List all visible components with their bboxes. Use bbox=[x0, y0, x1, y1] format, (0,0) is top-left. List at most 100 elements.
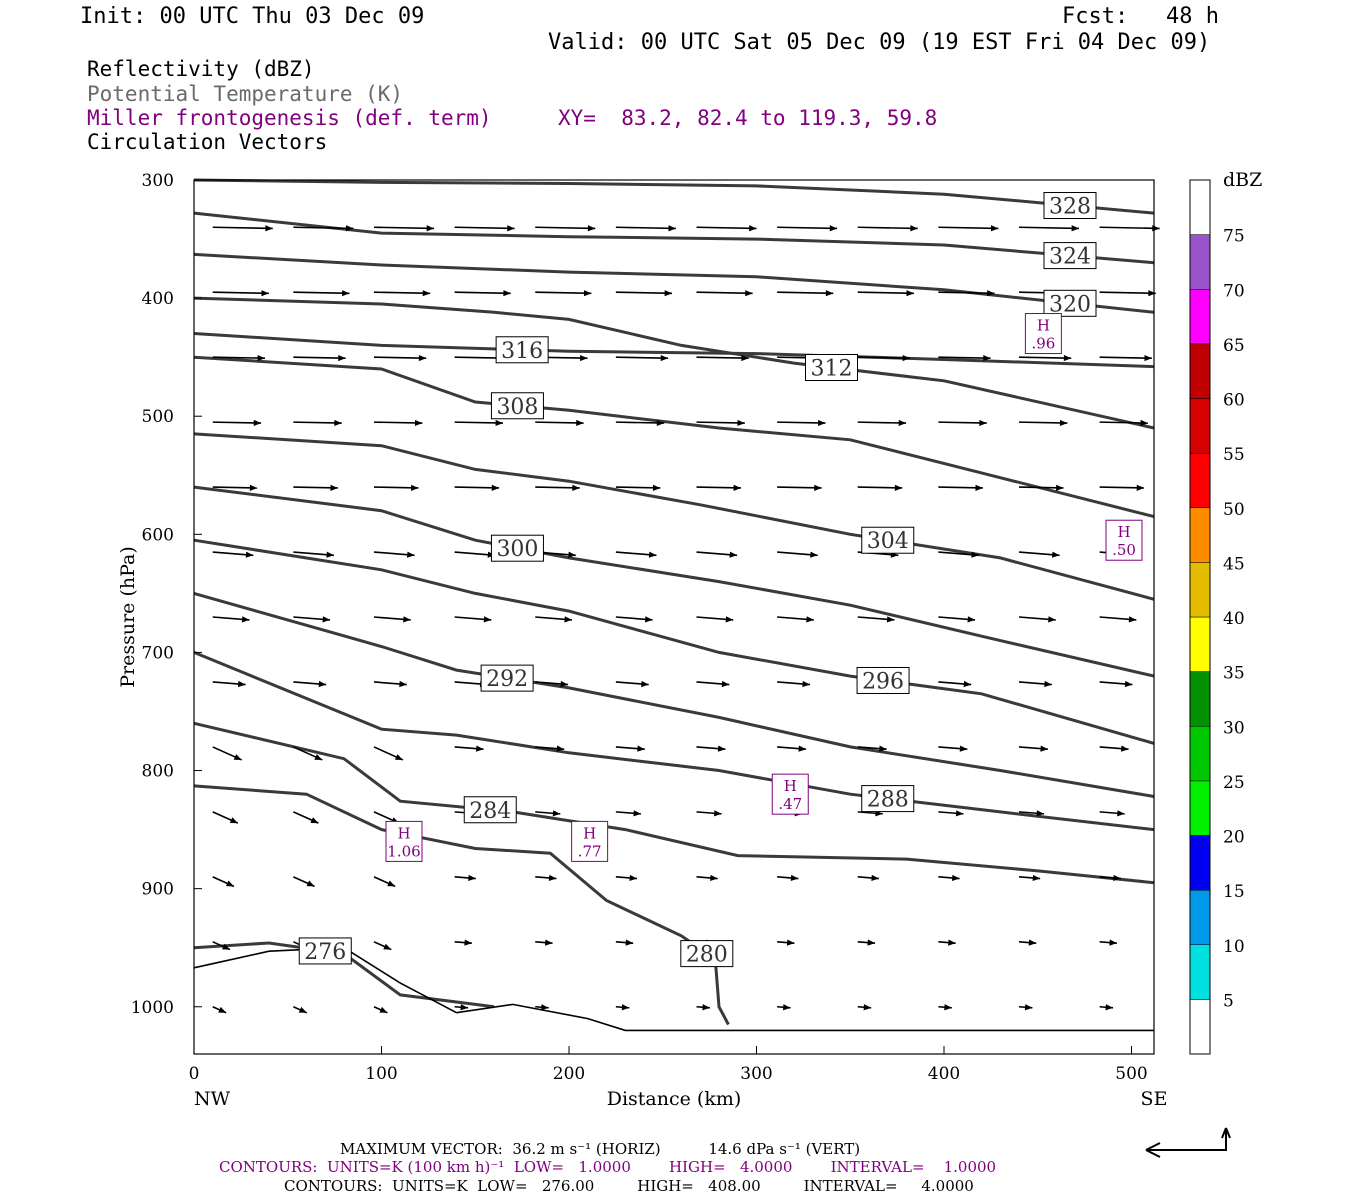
svg-text:300: 300 bbox=[496, 537, 538, 562]
circulation-vector bbox=[696, 421, 745, 424]
svg-text:.50: .50 bbox=[1112, 541, 1136, 559]
circulation-vector bbox=[615, 421, 665, 424]
colorbar-level-label: 15 bbox=[1223, 882, 1245, 902]
isentrope-288 bbox=[193, 651, 1155, 832]
isentrope-280 bbox=[193, 784, 730, 1026]
colorbar-level-label: 55 bbox=[1223, 445, 1245, 465]
forecast-label: Fcst: bbox=[1062, 4, 1129, 29]
cross-section-xy: XY= 83.2, 82.4 to 119.3, 59.8 bbox=[558, 106, 938, 130]
circulation-vector bbox=[454, 421, 503, 424]
circulation-vector bbox=[1099, 486, 1145, 489]
x-tick-label: 500 bbox=[1115, 1064, 1147, 1084]
circulation-vector bbox=[373, 291, 431, 295]
circulation-vector bbox=[454, 291, 511, 295]
x-axis-right-label: SE bbox=[1141, 1088, 1168, 1110]
circulation-vector bbox=[615, 356, 669, 360]
max-vector-note: MAXIMUM VECTOR: 36.2 m s⁻¹ (HORIZ) 14.6 … bbox=[340, 1140, 861, 1158]
svg-text:H: H bbox=[1117, 523, 1130, 541]
x-tick-label: 100 bbox=[365, 1064, 397, 1084]
circulation-vector bbox=[938, 486, 983, 489]
isentrope-label-276: 276 bbox=[298, 937, 352, 965]
circulation-vector bbox=[535, 486, 580, 489]
svg-text:1.06: 1.06 bbox=[387, 842, 420, 860]
isentrope-328 bbox=[193, 178, 1155, 215]
circulation-vector bbox=[535, 226, 596, 230]
circulation-vector bbox=[454, 226, 515, 230]
colorbar-swatch bbox=[1189, 234, 1211, 290]
init-time: Init: 00 UTC Thu 03 Dec 09 bbox=[80, 4, 425, 29]
svg-text:276: 276 bbox=[304, 940, 346, 965]
isentrope-label-288: 288 bbox=[861, 785, 915, 813]
colorbar-swatch bbox=[1189, 671, 1211, 727]
x-axis-left-label: NW bbox=[194, 1088, 231, 1110]
colorbar-level-label: 5 bbox=[1223, 991, 1234, 1011]
circulation-vector bbox=[857, 356, 911, 360]
circulation-vector bbox=[373, 486, 419, 489]
x-tick-label: 300 bbox=[740, 1064, 772, 1084]
frontogenesis-max-2: H.50 bbox=[1105, 519, 1143, 561]
circulation-vector bbox=[373, 356, 427, 360]
colorbar-swatch bbox=[1189, 179, 1211, 235]
terrain-line bbox=[193, 946, 1154, 1032]
colorbar-swatch bbox=[1189, 507, 1211, 563]
colorbar-level-label: 70 bbox=[1223, 281, 1245, 301]
valid-time: Valid: 00 UTC Sat 05 Dec 09 (19 EST Fri … bbox=[548, 30, 1211, 55]
y-axis: 300 400 500 600 700 800 900 1000 bbox=[131, 171, 202, 1018]
circulation-vector bbox=[1018, 356, 1072, 360]
colorbar-unit: dBZ bbox=[1223, 169, 1262, 191]
isentrope-contour-note: CONTOURS: UNITS=K LOW= 276.00 HIGH= 408.… bbox=[284, 1177, 974, 1195]
colorbar-level-label: 50 bbox=[1223, 500, 1245, 520]
x-axis-title: Distance (km) bbox=[607, 1088, 742, 1110]
isentrope-284 bbox=[193, 721, 1155, 885]
circulation-vector bbox=[293, 356, 346, 360]
svg-text:292: 292 bbox=[486, 667, 528, 692]
colorbar-swatch bbox=[1189, 343, 1211, 399]
isentrope-labels-layer: 3283243203163123083043002962922882842802… bbox=[298, 192, 1097, 968]
isentrope-label-280: 280 bbox=[680, 940, 734, 968]
x-tick-label: 400 bbox=[928, 1064, 960, 1084]
circulation-vector bbox=[938, 291, 995, 295]
circulation-vector bbox=[454, 486, 500, 489]
reference-vector-icon bbox=[1145, 1127, 1231, 1158]
isentrope-label-304: 304 bbox=[861, 526, 915, 554]
circulation-vector bbox=[212, 486, 258, 489]
circulation-vector bbox=[535, 291, 592, 295]
colorbar-swatch bbox=[1189, 889, 1211, 945]
y-axis-title: Pressure (hPa) bbox=[117, 546, 139, 688]
circulation-vector bbox=[938, 356, 991, 360]
svg-text:280: 280 bbox=[686, 943, 728, 968]
dbz-colorbar: 5 10 15 20 25 30 35 40 45 50 55 60 65 70 75 bbox=[1189, 179, 1245, 1055]
svg-text:.47: .47 bbox=[778, 795, 802, 813]
circulation-vector bbox=[777, 226, 838, 230]
circulation-vector bbox=[696, 356, 749, 360]
colorbar-swatch bbox=[1189, 452, 1211, 508]
circulation-vector bbox=[938, 226, 999, 230]
svg-text:328: 328 bbox=[1049, 195, 1091, 220]
svg-text:312: 312 bbox=[811, 356, 853, 381]
forecast-hour: 48 h bbox=[1166, 4, 1219, 29]
y-tick-label: 500 bbox=[142, 407, 174, 427]
isentrope-324 bbox=[193, 211, 1155, 265]
svg-text:H: H bbox=[397, 824, 410, 842]
circulation-vector bbox=[696, 291, 753, 295]
circulation-vector bbox=[212, 226, 273, 230]
field-reflectivity: Reflectivity (dBZ) bbox=[87, 57, 315, 81]
colorbar-level-label: 75 bbox=[1223, 227, 1245, 247]
svg-text:H: H bbox=[784, 777, 797, 795]
svg-text:.96: .96 bbox=[1031, 335, 1055, 353]
colorbar-swatch bbox=[1189, 835, 1211, 891]
circulation-vector bbox=[1099, 226, 1160, 230]
frontogenesis-max-1: H.96 bbox=[1024, 313, 1062, 355]
colorbar-level-label: 20 bbox=[1223, 828, 1245, 848]
isentrope-label-324: 324 bbox=[1043, 242, 1097, 270]
colorbar-level-label: 65 bbox=[1223, 336, 1245, 356]
isentrope-296 bbox=[193, 538, 1155, 745]
circulation-vector bbox=[615, 226, 676, 230]
colorbar-level-label: 25 bbox=[1223, 773, 1245, 793]
circulation-vector bbox=[1099, 356, 1152, 360]
svg-text:296: 296 bbox=[862, 669, 904, 694]
circulation-vector bbox=[1018, 421, 1068, 424]
y-tick-label: 900 bbox=[142, 880, 174, 900]
x-tick-label: 200 bbox=[553, 1064, 585, 1084]
